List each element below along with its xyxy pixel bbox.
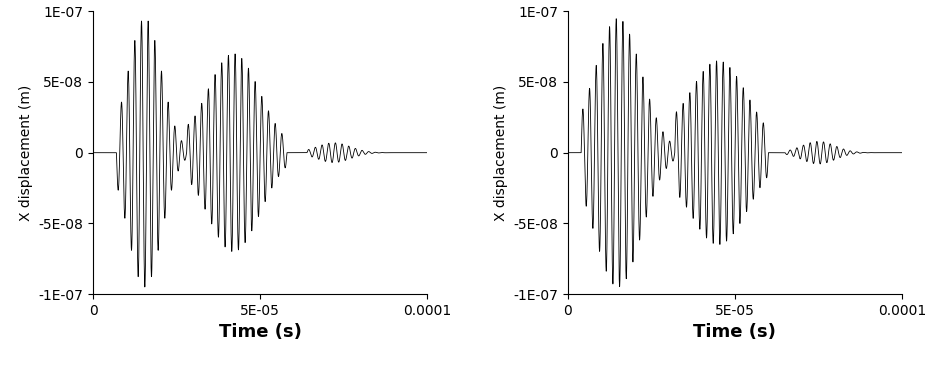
Y-axis label: X displacement (m): X displacement (m) bbox=[494, 84, 508, 221]
Y-axis label: X displacement (m): X displacement (m) bbox=[19, 84, 33, 221]
X-axis label: Time (s): Time (s) bbox=[219, 323, 301, 341]
X-axis label: Time (s): Time (s) bbox=[694, 323, 777, 341]
